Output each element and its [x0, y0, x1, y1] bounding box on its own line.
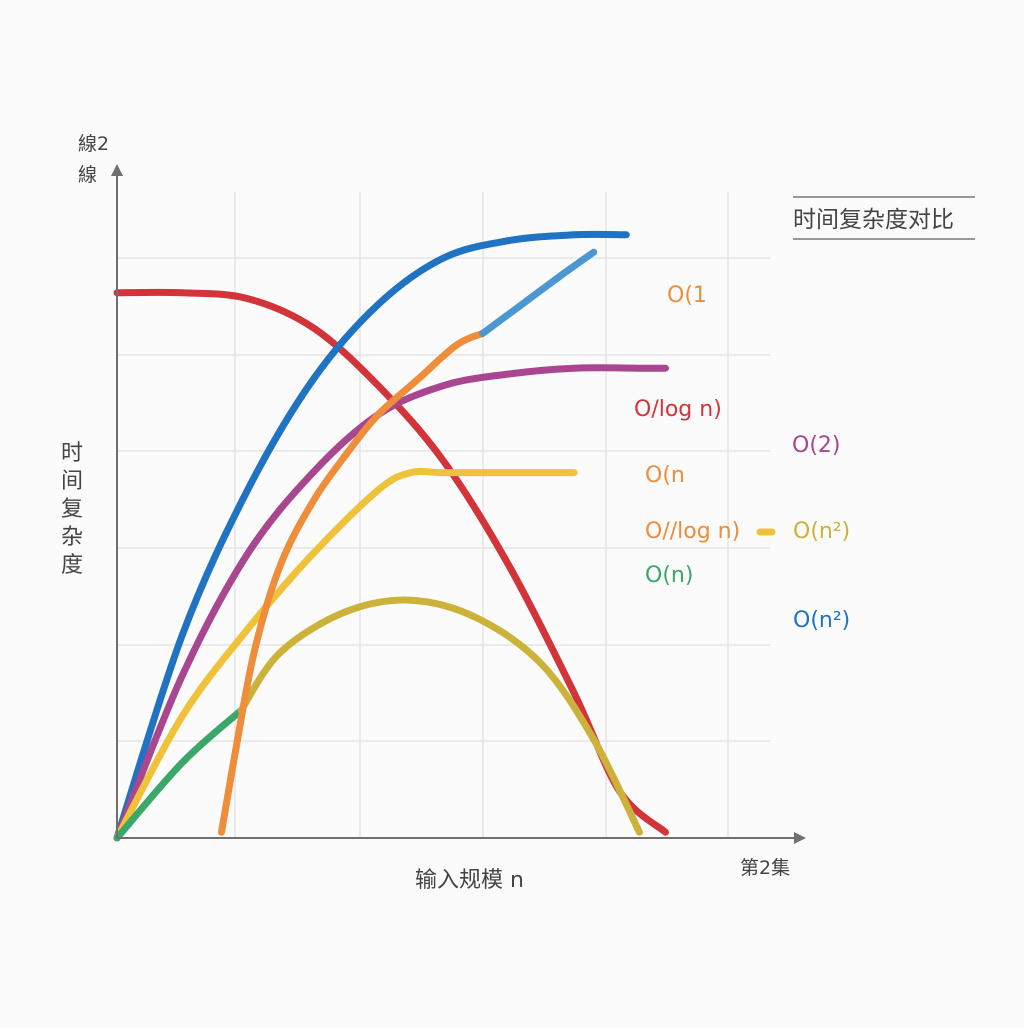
annotation-label-7: O(n): [645, 563, 693, 588]
series-line-6: [237, 596, 643, 836]
series-line-1: [113, 288, 669, 836]
x-axis-arrow-icon: [794, 832, 806, 844]
series-line-4: [113, 467, 578, 842]
annotation-label-8: O(n²): [793, 608, 850, 633]
chart-title: 时间复杂度对比: [793, 207, 954, 233]
annotation-label-5: O//log n): [645, 519, 740, 544]
y-axis-top-label-line2: 線: [78, 164, 97, 186]
annotation-label-3: O(2): [792, 433, 840, 458]
x-axis-end-label: 第2集: [740, 857, 790, 879]
series-line-7: [218, 329, 487, 836]
series-line-8: [479, 248, 598, 337]
axes: [111, 164, 806, 844]
annotation-label-1: O(1: [667, 283, 707, 308]
annotations: O(1 O/log n) O(2) O(n O//log n) O(n²) O(n) O(n²…: [634, 283, 850, 633]
y-axis-arrow-icon: [111, 164, 123, 176]
x-axis-label: 输入规模 n: [415, 868, 524, 893]
y-axis-top-label-line1: 線2: [78, 133, 109, 155]
annotation-label-2: O/log n): [634, 397, 722, 422]
annotation-label-6: O(n²): [793, 519, 850, 544]
series-line-2: [113, 230, 630, 842]
y-axis-label: 时间复杂度: [61, 441, 83, 578]
series-line-5: [113, 706, 245, 842]
series-group: [113, 230, 669, 842]
annotation-label-4: O(n: [645, 463, 685, 488]
